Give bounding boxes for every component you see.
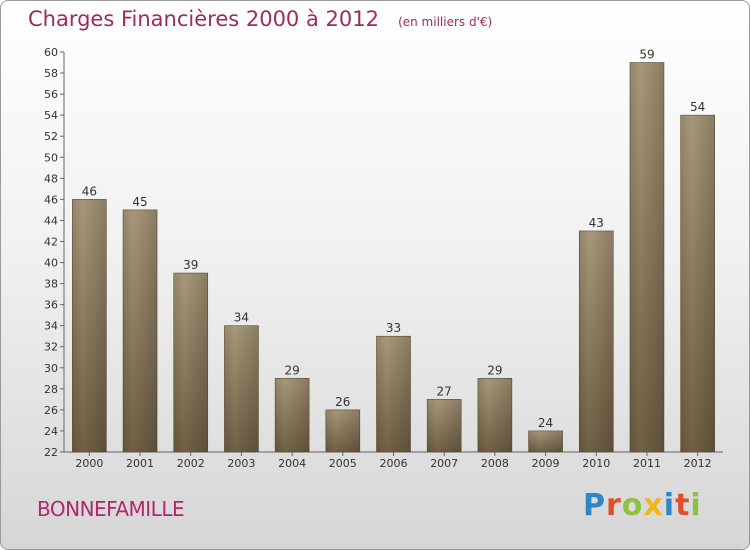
x-tick-label-2000: 2000 xyxy=(75,457,103,470)
bar-shade-2009 xyxy=(528,430,563,452)
bar-shade-2010 xyxy=(579,230,614,452)
x-tick-label-2006: 2006 xyxy=(380,457,408,470)
bar-shade-2008 xyxy=(477,378,512,452)
commune-name: BONNEFAMILLE xyxy=(37,497,185,521)
chart-title: Charges Financières 2000 à 2012 xyxy=(28,7,379,31)
bar-shade-2004 xyxy=(275,378,310,452)
value-label-2008: 29 xyxy=(487,363,502,377)
value-label-2002: 39 xyxy=(183,258,198,272)
y-tick-label: 52 xyxy=(44,130,58,143)
bar-shade-2005 xyxy=(325,409,360,452)
value-label-2000: 46 xyxy=(82,184,97,198)
bar-shade-2012 xyxy=(680,115,715,452)
bar-shade-2002 xyxy=(173,273,208,452)
y-tick-label: 24 xyxy=(44,425,58,438)
x-tick-label-2009: 2009 xyxy=(532,457,560,470)
value-label-2005: 26 xyxy=(335,395,350,409)
bar-shade-2001 xyxy=(123,209,158,452)
bar-shade-2011 xyxy=(629,62,664,453)
y-tick-label: 48 xyxy=(44,172,58,185)
x-tick-label-2011: 2011 xyxy=(633,457,661,470)
y-tick-label: 34 xyxy=(44,320,58,333)
proxiti-logo: Proxiti xyxy=(583,488,702,523)
x-tick-label-2001: 2001 xyxy=(126,457,154,470)
x-tick-label-2004: 2004 xyxy=(278,457,306,470)
y-tick-label: 58 xyxy=(44,67,58,80)
value-label-2007: 27 xyxy=(437,384,452,398)
y-tick-label: 26 xyxy=(44,404,58,417)
value-label-2001: 45 xyxy=(132,195,147,209)
value-label-2003: 34 xyxy=(234,311,249,325)
value-label-2004: 29 xyxy=(284,363,299,377)
y-tick-label: 22 xyxy=(44,446,58,459)
value-label-2012: 54 xyxy=(690,100,705,114)
y-tick-label: 28 xyxy=(44,383,58,396)
value-label-2011: 59 xyxy=(639,48,654,62)
y-tick-label: 40 xyxy=(44,257,58,270)
x-tick-label-2002: 2002 xyxy=(177,457,205,470)
x-tick-label-2012: 2012 xyxy=(684,457,712,470)
chart-subtitle: (en milliers d'€) xyxy=(398,15,493,29)
y-tick-label: 56 xyxy=(44,88,58,101)
y-tick-label: 44 xyxy=(44,214,58,227)
y-tick-label: 54 xyxy=(44,109,58,122)
y-tick-label: 60 xyxy=(44,46,58,59)
bar-shade-2006 xyxy=(376,336,411,452)
bar-shade-2007 xyxy=(427,399,462,452)
y-tick-label: 30 xyxy=(44,362,58,375)
x-tick-label-2005: 2005 xyxy=(329,457,357,470)
value-label-2010: 43 xyxy=(589,216,604,230)
x-tick-label-2003: 2003 xyxy=(227,457,255,470)
y-tick-label: 42 xyxy=(44,235,58,248)
y-tick-label: 32 xyxy=(44,341,58,354)
x-tick-label-2007: 2007 xyxy=(430,457,458,470)
y-tick-label: 46 xyxy=(44,193,58,206)
x-tick-label-2008: 2008 xyxy=(481,457,509,470)
chart-title-block: Charges Financières 2000 à 2012 (en mill… xyxy=(28,7,492,31)
bar-shade-2000 xyxy=(72,199,107,452)
y-tick-label: 36 xyxy=(44,299,58,312)
x-tick-label-2010: 2010 xyxy=(582,457,610,470)
value-label-2009: 24 xyxy=(538,416,553,430)
y-tick-label: 38 xyxy=(44,278,58,291)
y-tick-label: 50 xyxy=(44,151,58,164)
value-label-2006: 33 xyxy=(386,321,401,335)
bar-shade-2003 xyxy=(224,325,259,452)
